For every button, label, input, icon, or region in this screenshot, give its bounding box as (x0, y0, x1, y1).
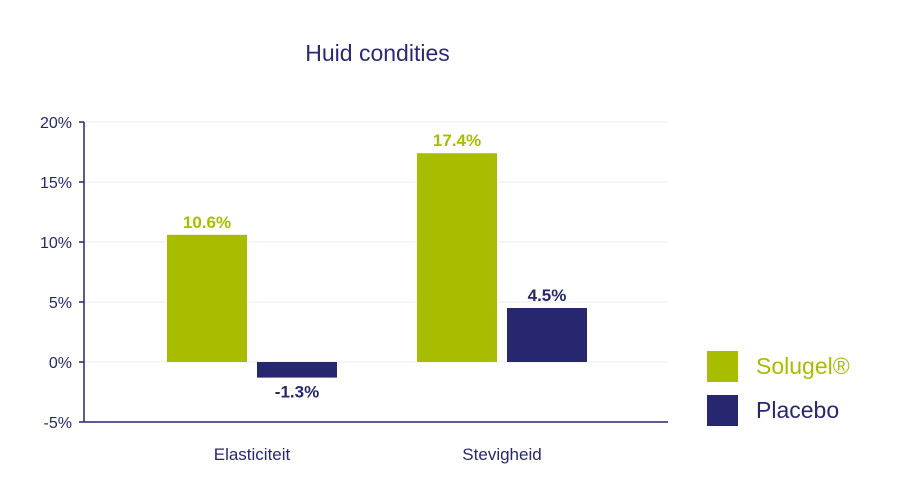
bar-solugel-elasticiteit (167, 234, 247, 362)
x-category-label: Elasticiteit (214, 445, 291, 464)
bar-solugel-stevigheid (417, 153, 497, 362)
data-label: -1.3% (275, 383, 319, 402)
legend-swatch-solugel (707, 350, 738, 382)
data-label: 10.6% (183, 213, 231, 232)
data-label: 17.4% (433, 131, 481, 150)
bar-placebo-stevigheid (507, 308, 587, 362)
legend-item-solugel: Solugel® (707, 350, 850, 382)
bar-placebo-elasticiteit (257, 362, 337, 378)
y-tick-label: -5% (44, 415, 72, 432)
legend-label-placebo: Placebo (756, 396, 840, 423)
legend: Solugel® Placebo (707, 350, 850, 438)
y-tick-label: 0% (49, 355, 72, 372)
legend-swatch-placebo (707, 394, 738, 426)
chart-title: Huid condities (305, 40, 450, 66)
y-tick-label: 15% (40, 175, 72, 192)
y-tick-label: 20% (40, 115, 72, 132)
y-tick-label: 10% (40, 235, 72, 252)
data-label: 4.5% (528, 286, 567, 305)
x-category-label: Stevigheid (462, 445, 541, 464)
legend-label-solugel: Solugel® (756, 352, 850, 379)
legend-item-placebo: Placebo (707, 394, 850, 426)
y-tick-label: 5% (49, 295, 72, 312)
